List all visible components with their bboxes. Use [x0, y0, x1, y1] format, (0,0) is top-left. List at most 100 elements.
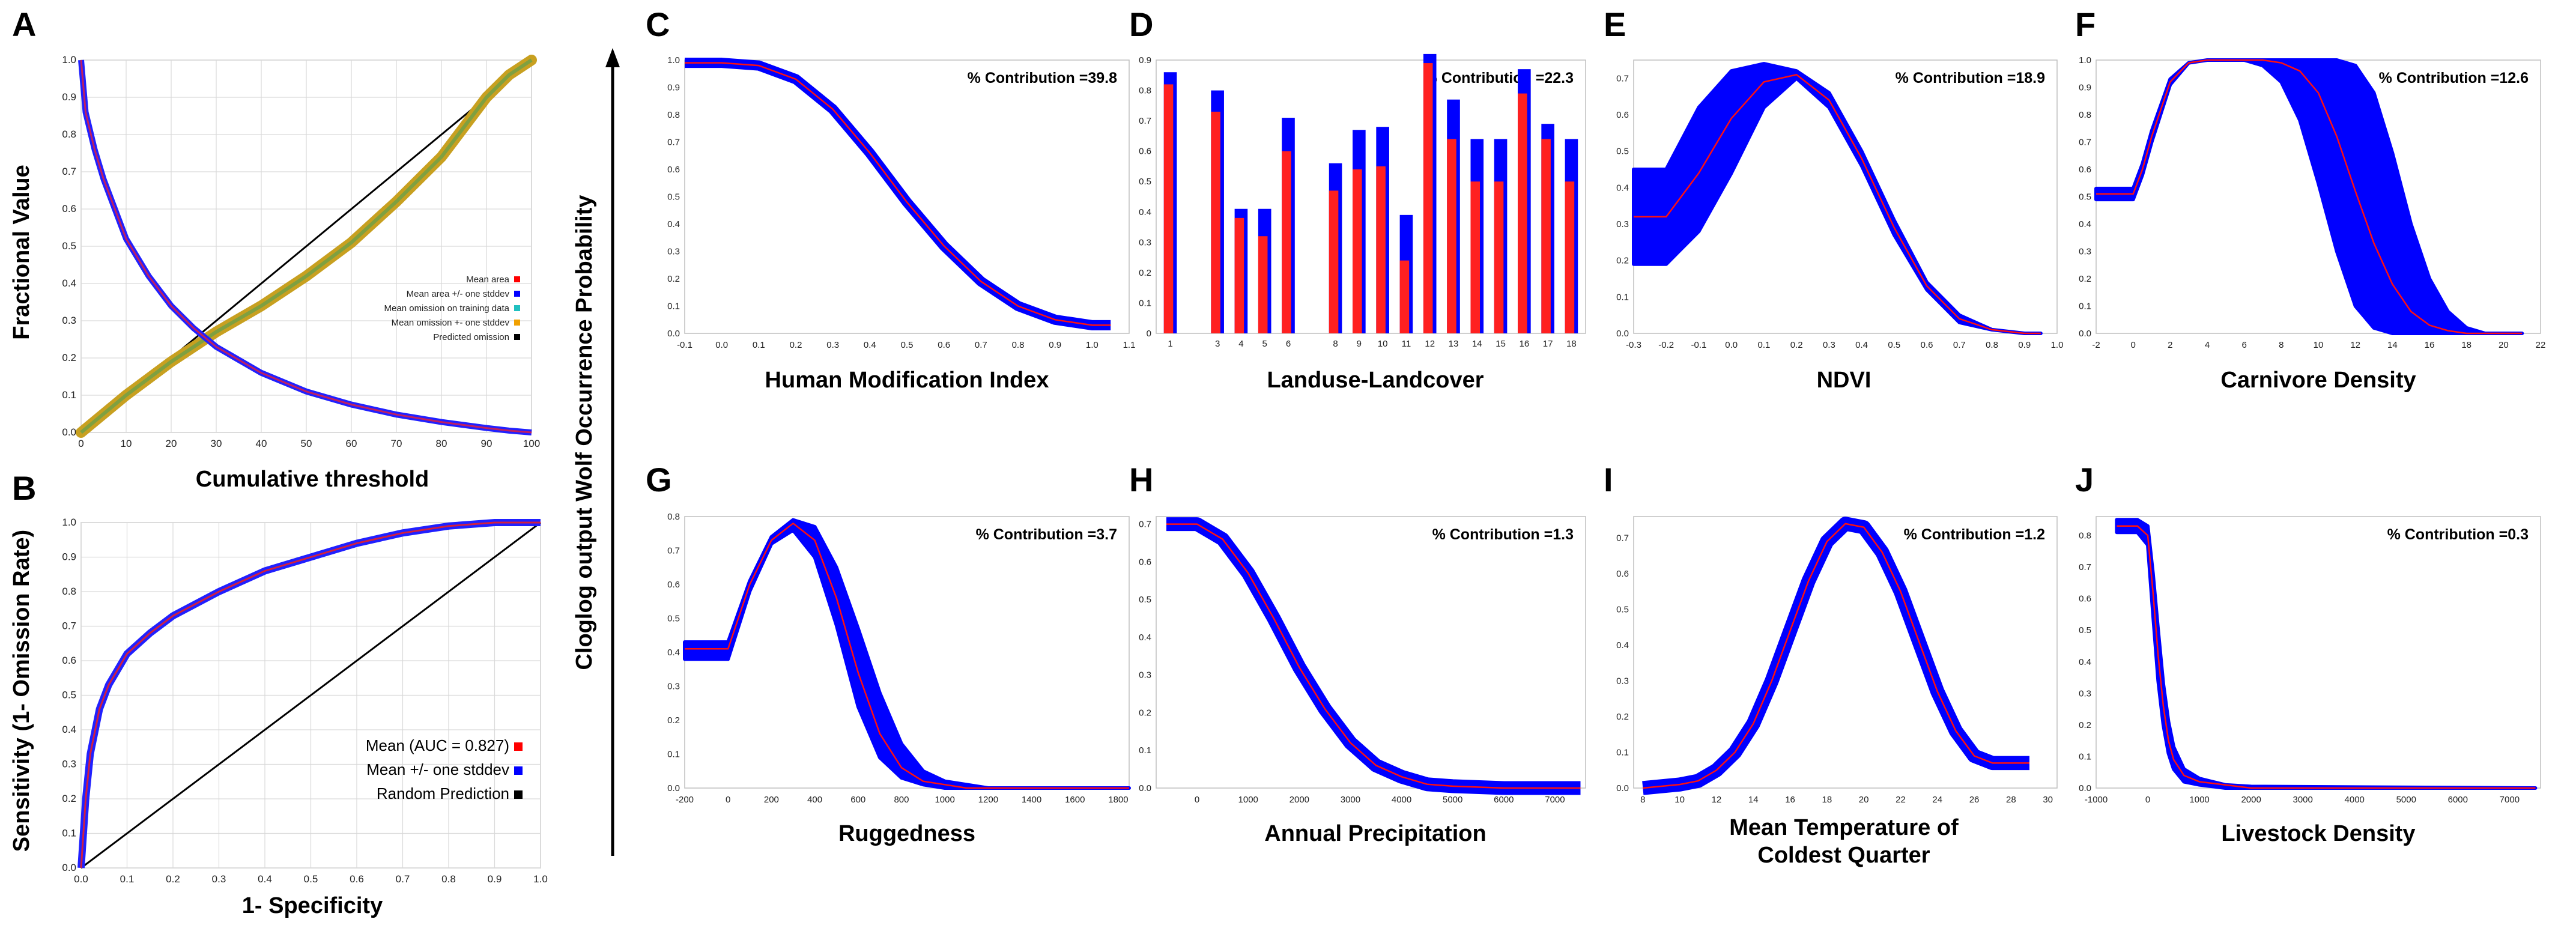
contribution-label: % Contribution =12.6 — [2379, 70, 2529, 86]
y-tick-label: 0.2 — [62, 793, 76, 804]
y-tick-label: 0.1 — [62, 828, 76, 839]
x-tick-label: 1.0 — [533, 873, 548, 885]
x-tick-label: 1 — [1168, 339, 1172, 349]
y-tick-label: 0.7 — [667, 546, 680, 556]
x-tick-label: 0.6 — [350, 873, 364, 885]
y-tick-label: 0.0 — [1616, 783, 1629, 793]
y-tick-label: 0.3 — [2079, 688, 2091, 699]
x-tick-label: 0.9 — [2018, 340, 2031, 350]
x-axis-title: Cumulative threshold — [196, 467, 429, 492]
bar-mean — [1447, 139, 1456, 333]
x-tick-label: 0.1 — [120, 873, 135, 885]
y-tick-label: 0.3 — [1616, 676, 1629, 687]
x-axis-title: Livestock Density — [2221, 821, 2415, 846]
y-tick-label: 0.2 — [1616, 256, 1629, 266]
legend-swatch — [514, 766, 523, 775]
legend-swatch — [514, 790, 523, 799]
panel-label: B — [12, 469, 36, 507]
x-tick-label: 7000 — [2500, 795, 2520, 805]
y-tick-label: 0.8 — [667, 110, 680, 120]
x-tick-label: 30 — [211, 438, 222, 449]
x-tick-label: 1600 — [1065, 795, 1085, 805]
x-tick-label: -200 — [676, 795, 694, 805]
x-tick-label: 800 — [894, 795, 909, 805]
x-tick-label: 2 — [2168, 340, 2172, 350]
x-tick-label: 20 — [166, 438, 177, 449]
x-axis-title-line2: Coldest Quarter — [1757, 843, 1930, 868]
legend-swatch — [514, 320, 520, 326]
y-tick-label: 1.0 — [2079, 55, 2091, 65]
plot-area — [2096, 516, 2541, 789]
x-tick-label: 6 — [2241, 340, 2246, 350]
x-tick-label: 2000 — [2241, 795, 2261, 805]
x-tick-label: 17 — [1543, 339, 1553, 349]
x-tick-label: 12 — [1712, 795, 1722, 805]
x-tick-label: 4000 — [1392, 795, 1411, 805]
y-tick-label: 0.0 — [1139, 783, 1151, 793]
panel-a: A 0.0 0.1 0.2 0.3 0.4 0.5 0.6 0.7 0.8 0.9 1.0 0 10 20 3… — [9, 5, 540, 492]
series-roc-mean — [80, 521, 541, 869]
x-tick-label: 0.6 — [1921, 340, 1933, 350]
y-tick-label: 0.8 — [62, 129, 76, 140]
x-tick-label: 3 — [1215, 339, 1220, 349]
y-tick-label: 0.6 — [667, 580, 680, 590]
bar-mean — [1282, 151, 1291, 333]
y-tick-label: 0.6 — [62, 655, 76, 666]
x-tick-label: 10 — [1378, 339, 1388, 349]
x-tick-label: 0.3 — [1823, 340, 1835, 350]
y-tick-label: 0.8 — [1139, 86, 1151, 96]
x-tick-label: 40 — [256, 438, 267, 449]
y-tick-label: 0.4 — [667, 647, 680, 658]
x-tick-label: 0 — [2130, 340, 2135, 350]
legend-swatch — [514, 742, 523, 751]
bar-mean — [1163, 84, 1174, 333]
x-tick-label: 1.0 — [2051, 340, 2064, 350]
y-tick-label: 0.2 — [1616, 712, 1629, 722]
x-tick-label: 18 — [1566, 339, 1577, 349]
y-tick-label: 0.0 — [2079, 783, 2091, 793]
x-tick-label: 60 — [346, 438, 357, 449]
y-axis-title: Fractional Value — [9, 165, 34, 339]
x-tick-label: 1000 — [935, 795, 954, 805]
y-tick-label: 0.4 — [62, 277, 76, 289]
legend-swatch — [514, 334, 520, 340]
y-tick-label: 0.3 — [62, 315, 76, 326]
panel-label: C — [646, 5, 670, 43]
x-tick-label: 0.7 — [1953, 340, 1966, 350]
y-tick-label: 0.4 — [1616, 183, 1629, 193]
y-tick-label: 0.5 — [667, 192, 680, 202]
y-tick-label: 0 — [1147, 329, 1151, 339]
legend-entry: Mean area — [466, 274, 509, 285]
y-tick-label: 0.5 — [1139, 177, 1151, 187]
x-tick-label: 0 — [1195, 795, 1199, 805]
panel-label: G — [646, 461, 672, 499]
y-tick-label: 0.0 — [62, 426, 76, 438]
y-tick-label: 0.6 — [62, 203, 76, 214]
bar-mean — [1494, 181, 1504, 333]
y-tick-label: 0.6 — [2079, 594, 2091, 604]
y-tick-label: 0.9 — [62, 551, 76, 563]
y-tick-label: 0.0 — [1616, 329, 1629, 339]
x-tick-label: 18 — [1822, 795, 1832, 805]
x-tick-label: 0.0 — [74, 873, 88, 885]
x-tick-label: 0.8 — [1012, 340, 1025, 350]
legend-swatch — [514, 291, 520, 297]
y-tick-label: 1.0 — [667, 55, 680, 65]
plot-area — [684, 516, 1130, 789]
x-tick-label: 18 — [2461, 340, 2471, 350]
x-tick-label: 0.2 — [166, 873, 180, 885]
x-tick-label: -0.3 — [1626, 340, 1641, 350]
bar-mean — [1423, 63, 1433, 334]
x-tick-label: 2000 — [1290, 795, 1309, 805]
x-tick-label: 5000 — [2396, 795, 2416, 805]
series-mean-line — [2096, 59, 2523, 335]
y-tick-label: 0.4 — [2079, 657, 2091, 667]
y-tick-label: 0.8 — [62, 586, 76, 597]
y-tick-label: 0.4 — [667, 219, 680, 229]
panel-j: J 0.0 0.1 0.2 0.3 0.4 0.5 0.6 0.7 0.8 -1000 0 1000 20… — [2075, 461, 2541, 846]
x-tick-label: 0 — [726, 795, 730, 805]
x-tick-label: 70 — [391, 438, 402, 449]
y-tick-label: 0.0 — [62, 862, 76, 873]
x-tick-label: 11 — [1402, 339, 1411, 349]
legend-swatch — [514, 305, 520, 311]
